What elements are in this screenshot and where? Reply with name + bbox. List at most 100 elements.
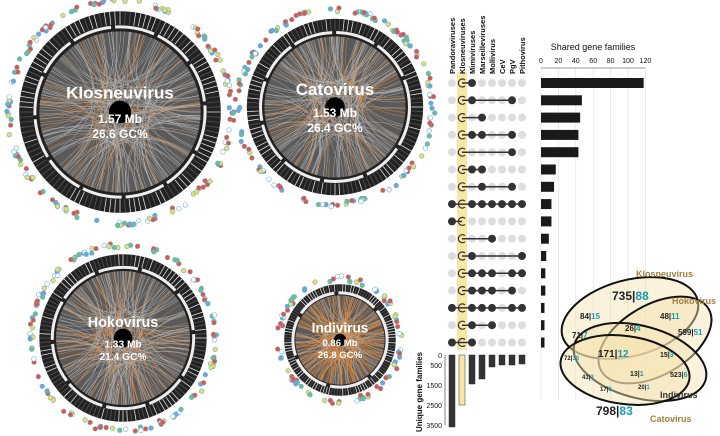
gene-tick [174,389,183,398]
feature-dot [115,222,121,228]
feature-dot [15,69,21,75]
gene-tick [385,163,395,173]
gene-tick [292,309,300,314]
chord [69,48,201,118]
gene-tick [247,97,260,100]
feature-dot [226,82,232,88]
feature-dot [24,174,30,180]
gene-tick [256,66,268,73]
gene-tick [55,380,65,388]
matrix-dot [508,321,516,330]
feature-dot [211,320,217,326]
chord [69,40,99,176]
gene-tick [266,51,276,60]
gene-tick [44,307,56,313]
gene-tick [191,311,203,316]
gene-tick [206,101,221,104]
matrix-dot [448,234,456,243]
gene-tick [359,288,364,296]
chord [148,46,193,148]
gene-tick [184,170,196,180]
gene-tick [162,267,169,278]
gene-tick [306,294,312,302]
gene-tick [372,30,380,42]
matrix-dot [488,113,496,122]
gene-tick [370,296,376,303]
feature-dot [96,1,102,7]
feature-dot [207,48,214,54]
venn-region-count: 26|4 [625,324,641,333]
gene-tick [328,285,331,293]
feature-dot [48,22,54,28]
feature-dot [6,132,12,138]
feature-dot [136,217,142,224]
gene-tick [70,272,78,282]
gene-tick [25,75,39,82]
gene-tick [163,24,171,37]
gene-tick [190,52,202,61]
gene-tick [284,333,292,336]
gene-tick [290,30,298,42]
gene-tick [77,398,84,409]
shared-count: 26| [625,324,636,333]
gene-tick [206,125,220,129]
gene-tick [50,295,61,303]
feature-dot [358,392,364,398]
feature-dot [411,163,417,170]
gene-tick [190,163,202,172]
feature-dot [231,117,237,123]
gene-tick [73,270,81,280]
chord [68,281,102,378]
feature-dot [32,311,38,317]
chord [69,120,201,176]
venn-region-count: 13|1 [630,371,644,378]
gene-tick [70,394,78,404]
gene-tick [52,176,62,188]
gene-tick [398,148,410,156]
feature-dot [279,349,285,355]
chord [74,356,183,385]
chord [290,51,328,178]
feature-dot [266,176,272,182]
matrix-dot [498,217,506,226]
gene-tick [404,137,416,144]
venn-region-count: 599|51 [678,328,703,337]
gene-tick [141,257,146,269]
shared-count: 71| [572,331,583,340]
chord [264,38,322,115]
gene-tick [42,315,54,320]
genome-size: 1.57 Mb [98,112,142,126]
gene-tick [64,27,73,39]
matrix-dot [498,79,506,87]
feature-dot [391,362,397,368]
gene-tick [322,385,326,394]
chord [307,41,398,141]
feature-dot [202,372,208,378]
shared-bar [541,285,546,296]
gene-tick [192,356,204,361]
chord [74,34,105,179]
klosneuvirus-marker [457,268,466,278]
gene-tick [78,19,85,33]
gene-tick [195,155,208,163]
gene-tick [294,28,301,40]
chord [125,118,201,193]
chord [145,54,177,179]
gene-tick [176,281,186,290]
genome-ring [291,291,389,389]
gene-tick [378,306,386,312]
matrix-dot [498,234,506,243]
chord [329,345,385,384]
chord [66,301,133,405]
gene-tick [189,303,200,309]
gene-tick [246,110,259,113]
gene-tick [40,324,52,328]
venn-region-count: 15|3 [660,352,674,359]
gene-tick [63,278,72,287]
gene-tick [187,299,198,306]
shared-bar [541,320,545,331]
shared-bar [541,129,579,140]
feature-dot [349,197,355,204]
gene-tick [314,290,319,298]
